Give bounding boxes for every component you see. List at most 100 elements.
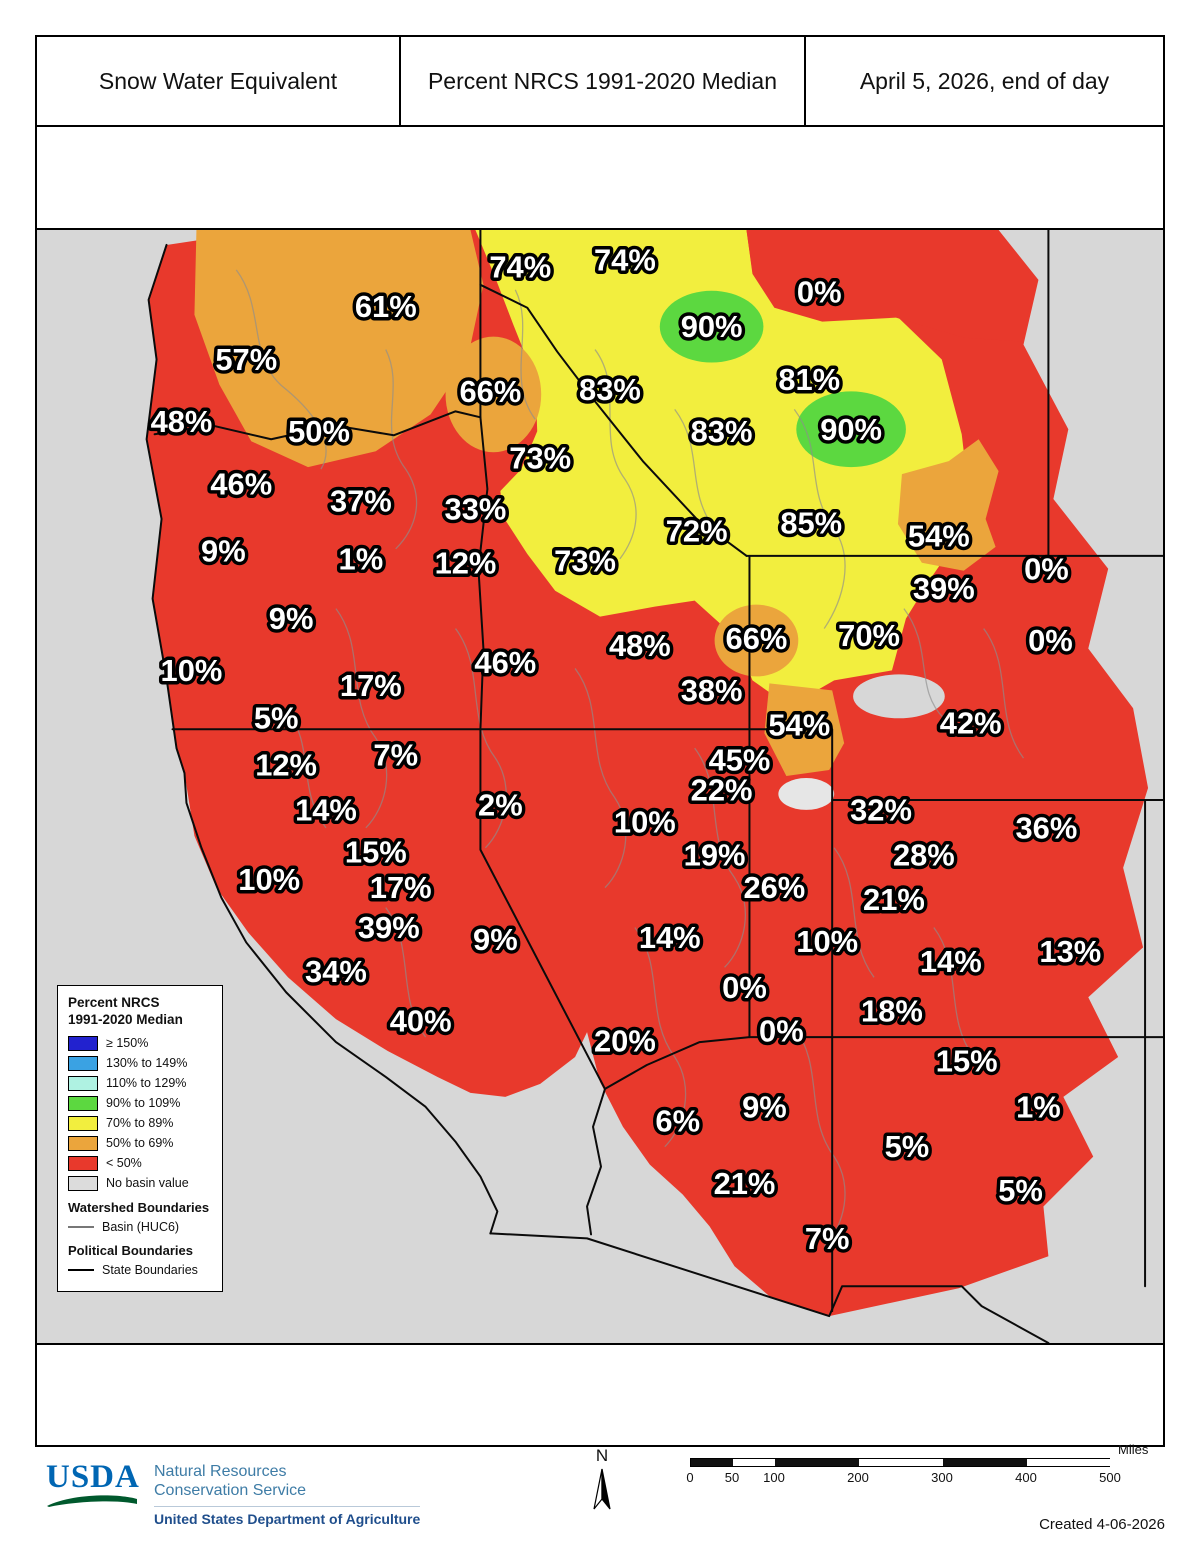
legend-swatch	[68, 1135, 98, 1151]
title-percent-median: Percent NRCS 1991-2020 Median	[427, 67, 778, 94]
basin-label: 5%	[885, 1129, 930, 1164]
basin-label: 9%	[269, 601, 314, 636]
basin-label: 17%	[340, 668, 402, 703]
basin-label: 70%	[838, 618, 900, 653]
legend-item: 130% to 149%	[68, 1055, 212, 1071]
basin-label: 46%	[474, 645, 536, 680]
basin-label: 0%	[1028, 623, 1073, 658]
huc-line-label: Basin (HUC6)	[102, 1219, 180, 1234]
basin-label: 45%	[709, 743, 771, 778]
basin-label: 0%	[722, 970, 767, 1005]
basin-region-green-1	[659, 290, 764, 363]
basin-label: 0%	[759, 1014, 804, 1049]
basin-label: 48%	[609, 628, 671, 663]
legend-huc-row: Basin (HUC6)	[68, 1220, 212, 1234]
basin-label: 37%	[330, 484, 392, 519]
basin-label: 74%	[489, 249, 551, 284]
legend-swatch	[68, 1075, 98, 1091]
basin-label: 54%	[768, 708, 830, 743]
scale-bar-segment	[691, 1459, 733, 1466]
scale-tick-label: 500	[1099, 1470, 1121, 1485]
scale-tick-label: 200	[847, 1470, 869, 1485]
basin-label: 90%	[820, 412, 882, 447]
basin-label: 12%	[255, 748, 317, 783]
legend-item-label: < 50%	[106, 1156, 142, 1171]
no-basin-notch	[853, 674, 945, 719]
basin-region-orange-nw	[194, 230, 484, 468]
basin-label: 14%	[295, 792, 357, 827]
basin-label: 0%	[797, 274, 842, 309]
usda-swoosh-icon	[47, 1495, 137, 1508]
legend-item: 50% to 69%	[68, 1135, 212, 1151]
basin-label: 20%	[594, 1024, 656, 1059]
legend-title: Percent NRCS 1991-2020 Median	[68, 995, 212, 1029]
scale-tick-label: 50	[724, 1470, 740, 1485]
legend-item-label: No basin value	[106, 1176, 189, 1191]
basin-label: 50%	[288, 414, 350, 449]
swe-map: 74% 74% 61% 0% 90% 57% 66% 83% 81% 48% 50% 83% 90% 73…	[37, 230, 1163, 1343]
legend-item: 90% to 109%	[68, 1095, 212, 1111]
basin-label: 0%	[1024, 551, 1069, 586]
basin-label: 19%	[684, 837, 746, 872]
legend-item: ≥ 150%	[68, 1035, 212, 1051]
header-box-right: April 5, 2026, end of day	[804, 35, 1165, 127]
scale-bar-segment	[775, 1459, 859, 1466]
basin-label: 15%	[345, 834, 407, 869]
created-date: Created 4-06-2026	[1039, 1516, 1165, 1533]
legend-item-label: 110% to 129%	[106, 1076, 187, 1091]
legend-swatch	[68, 1095, 98, 1111]
basin-label: 1%	[339, 541, 384, 576]
basin-label: 33%	[445, 491, 507, 526]
legend-item-label: 70% to 89%	[106, 1116, 174, 1131]
usda-logo-text: USDA	[46, 1459, 140, 1495]
basin-label: 6%	[655, 1103, 700, 1138]
basin-label: 21%	[714, 1166, 776, 1201]
basin-label: 14%	[920, 944, 982, 979]
basin-label: 21%	[863, 882, 925, 917]
north-arrow: N	[588, 1446, 616, 1518]
basin-region-yellow	[475, 230, 972, 707]
basin-label: 83%	[691, 414, 753, 449]
basin-label: 26%	[743, 870, 805, 905]
map-area: 74% 74% 61% 0% 90% 57% 66% 83% 81% 48% 50% 83% 90% 73…	[35, 228, 1165, 1345]
basin-label: 12%	[435, 545, 497, 580]
basin-label: 39%	[358, 910, 420, 945]
scale-bar-segments	[690, 1458, 1111, 1467]
state-line-sample	[68, 1268, 94, 1271]
scale-bar-segment	[859, 1459, 943, 1466]
basin-label: 54%	[908, 518, 970, 553]
basin-label: 83%	[579, 372, 641, 407]
basin-label: 5%	[254, 701, 299, 736]
basin-label: 36%	[1016, 810, 1078, 845]
basin-label: 9%	[201, 533, 246, 568]
basin-label: 73%	[509, 441, 571, 476]
basin-label: 85%	[780, 505, 842, 540]
agency-text: Natural Resources Conservation Service U…	[154, 1462, 421, 1527]
basin-label: 7%	[805, 1221, 850, 1256]
header-box-center: Percent NRCS 1991-2020 Median	[399, 35, 806, 127]
scale-tick-label: 400	[1015, 1470, 1037, 1485]
legend-title-line2: 1991-2020 Median	[68, 1011, 183, 1027]
basin-label: 14%	[639, 920, 701, 955]
legend-items: ≥ 150% 130% to 149% 110% to 129% 90% to 109…	[68, 1035, 212, 1191]
agency-line1: Natural Resources	[154, 1463, 287, 1480]
basin-label: 10%	[238, 862, 300, 897]
basin-label: 66%	[459, 374, 521, 409]
huc-line-sample	[68, 1225, 94, 1228]
usda-logo: USDA	[46, 1459, 142, 1527]
legend-title-line1: Percent NRCS	[68, 995, 160, 1010]
basin-label: 2%	[478, 787, 523, 822]
watershed-boundaries	[235, 269, 1025, 1247]
scale-bar-segment	[1027, 1459, 1111, 1466]
basin-label: 7%	[373, 738, 418, 773]
basin-label: 39%	[913, 571, 975, 606]
legend-swatch	[68, 1035, 98, 1051]
legend-item: 110% to 129%	[68, 1075, 212, 1091]
legend-item-label: 90% to 109%	[106, 1096, 181, 1111]
legend-political-title: Political Boundaries	[68, 1242, 193, 1258]
legend-swatch	[68, 1055, 98, 1071]
basin-label: 81%	[778, 362, 840, 397]
basin-label: 48%	[151, 404, 213, 439]
legend-watershed-title: Watershed Boundaries	[68, 1199, 210, 1215]
usda-block: USDA Natural Resources Conservation Serv…	[46, 1459, 421, 1527]
